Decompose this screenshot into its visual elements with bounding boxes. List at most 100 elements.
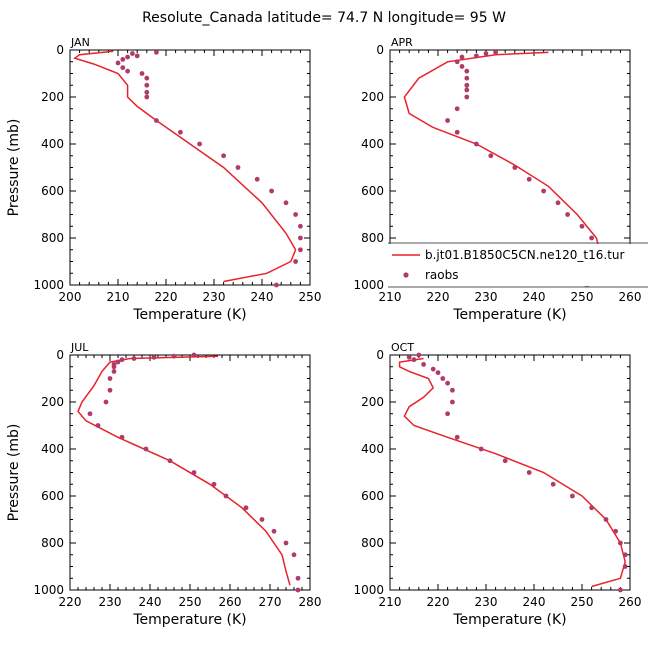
raobs-point — [191, 470, 197, 475]
raobs-point — [406, 354, 412, 360]
raobs-point — [144, 82, 150, 88]
x-tick-label: 270 — [259, 595, 282, 609]
y-tick-label: 1000 — [33, 278, 64, 292]
raobs-point — [474, 141, 479, 147]
y-tick-label: 1000 — [33, 583, 64, 597]
y-tick-label: 400 — [361, 137, 384, 151]
panel-label: JUL — [70, 341, 89, 354]
raobs-point — [259, 517, 265, 522]
x-tick-label: 250 — [179, 595, 202, 609]
raobs-point — [130, 51, 135, 56]
y-axis-label: Pressure (mb) — [6, 119, 22, 217]
x-tick-label: 250 — [571, 290, 594, 304]
raobs-point — [131, 356, 137, 361]
model-series-line — [398, 357, 626, 588]
raobs-point — [298, 247, 303, 253]
legend-background — [388, 244, 648, 286]
raobs-point — [622, 552, 628, 558]
raobs-point — [295, 575, 301, 581]
raobs-point — [171, 353, 177, 359]
raobs-point — [589, 235, 594, 241]
raobs-point — [254, 176, 260, 182]
raobs-point — [111, 364, 117, 370]
raobs-point — [283, 200, 289, 206]
y-tick-label: 200 — [361, 90, 384, 104]
raobs-point — [293, 259, 298, 264]
x-tick-label: 220 — [427, 290, 450, 304]
raobs-point — [221, 153, 227, 159]
raobs-point — [298, 235, 303, 241]
raobs-point — [107, 387, 113, 393]
panel-label: APR — [391, 36, 413, 49]
raobs-point — [411, 357, 417, 363]
raobs-point — [483, 51, 489, 56]
x-axis-label: Temperature (K) — [132, 307, 246, 323]
y-tick-label: 200 — [41, 395, 64, 409]
x-tick-label: 220 — [59, 595, 82, 609]
raobs-point — [541, 188, 546, 194]
x-tick-label: 200 — [59, 290, 82, 304]
y-tick-label: 800 — [41, 231, 64, 245]
y-tick-label: 800 — [361, 536, 384, 550]
raobs-point — [103, 399, 109, 405]
raobs-point — [618, 540, 623, 546]
raobs-point — [144, 75, 150, 81]
raobs-point — [613, 528, 618, 534]
x-tick-label: 240 — [139, 595, 162, 609]
raobs-point — [283, 540, 289, 546]
y-tick-label: 800 — [41, 536, 64, 550]
x-tick-label: 250 — [571, 595, 594, 609]
raobs-point — [603, 517, 609, 522]
plot-frame — [389, 354, 631, 591]
y-tick-label: 400 — [41, 442, 64, 456]
raobs-point — [618, 587, 623, 593]
raobs-point — [143, 446, 149, 452]
x-axis-label: Temperature (K) — [452, 307, 566, 323]
x-tick-label: 280 — [299, 595, 322, 609]
raobs-point — [459, 54, 465, 60]
x-tick-label: 240 — [251, 290, 274, 304]
raobs-point — [95, 423, 101, 428]
raobs-point — [440, 376, 446, 381]
raobs-point — [134, 53, 140, 59]
model-series-line — [73, 50, 297, 283]
x-tick-label: 240 — [523, 290, 546, 304]
y-tick-label: 1000 — [353, 583, 384, 597]
raobs-point — [570, 493, 575, 499]
raobs-point — [223, 493, 229, 499]
raobs-point — [454, 434, 460, 440]
raobs-point — [139, 71, 145, 76]
legend-obs-swatch — [403, 272, 409, 278]
raobs-point — [119, 434, 125, 440]
raobs-point — [526, 176, 532, 182]
y-tick-label: 600 — [361, 489, 384, 503]
raobs-point — [235, 165, 241, 170]
x-tick-label: 250 — [299, 290, 322, 304]
y-tick-label: 0 — [56, 43, 64, 57]
legend-model-label: b.jt01.B1850C5CN.ne120_t16.tur — [425, 248, 625, 262]
raobs-point — [579, 223, 585, 229]
raobs-point — [178, 129, 183, 135]
raobs-point — [274, 282, 279, 288]
x-tick-label: 230 — [203, 290, 226, 304]
x-tick-label: 260 — [619, 595, 642, 609]
raobs-point — [295, 587, 301, 593]
raobs-point — [555, 200, 561, 206]
x-tick-label: 240 — [523, 595, 546, 609]
raobs-point — [269, 188, 274, 194]
raobs-point — [416, 352, 422, 358]
raobs-point — [493, 49, 498, 55]
raobs-point — [474, 53, 479, 59]
raobs-point — [211, 481, 217, 487]
y-tick-label: 400 — [361, 442, 384, 456]
x-axis-label: Temperature (K) — [452, 612, 566, 628]
y-tick-label: 600 — [41, 489, 64, 503]
y-tick-label: 200 — [361, 395, 384, 409]
raobs-point — [87, 411, 93, 417]
raobs-point — [243, 505, 249, 511]
raobs-point — [115, 60, 121, 66]
raobs-point — [459, 64, 465, 69]
x-tick-label: 230 — [99, 595, 122, 609]
raobs-point — [151, 354, 157, 360]
